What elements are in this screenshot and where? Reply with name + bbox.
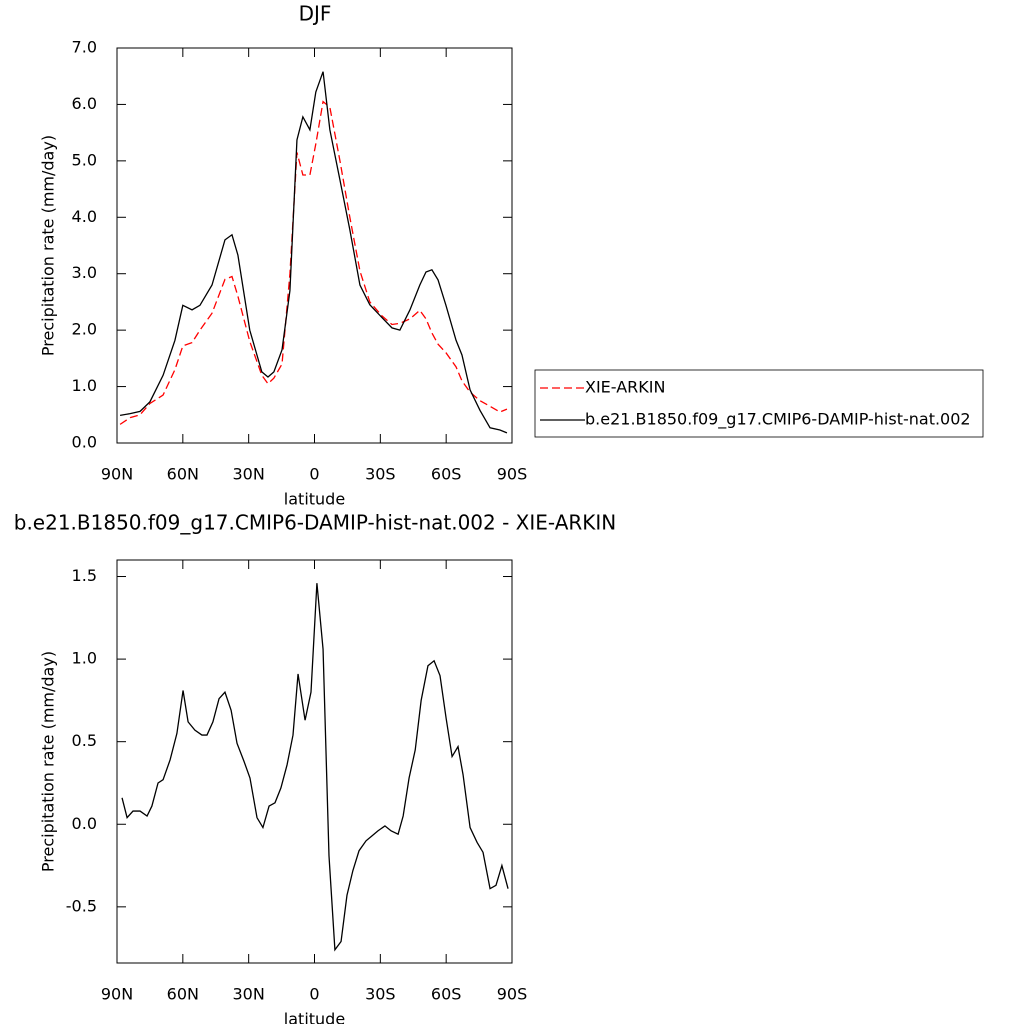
- x-tick-label: 60S: [431, 465, 462, 484]
- x-tick-label: 30N: [233, 985, 265, 1004]
- x-axis-label: latitude: [284, 1010, 345, 1024]
- x-tick-label: 30N: [233, 465, 265, 484]
- y-tick-label: 3.0: [72, 263, 97, 282]
- x-tick-label: 60N: [167, 985, 199, 1004]
- y-tick-label: 1.0: [72, 376, 97, 395]
- y-tick-label: 0.0: [72, 433, 97, 452]
- chart-title: DJF: [299, 2, 332, 26]
- x-tick-label: 0: [309, 985, 319, 1004]
- x-tick-label: 90N: [101, 465, 133, 484]
- x-tick-label: 90N: [101, 985, 133, 1004]
- legend-box: [534, 369, 984, 438]
- data-line: [121, 583, 509, 952]
- x-tick-label: 30S: [365, 465, 396, 484]
- legend-label: b.e21.B1850.f09_g17.CMIP6-DAMIP-hist-nat…: [585, 410, 971, 430]
- x-tick-label: 60N: [167, 465, 199, 484]
- plot-frame: [116, 47, 513, 444]
- y-tick-label: 6.0: [72, 94, 97, 113]
- y-tick-label: 0.5: [72, 731, 97, 750]
- y-axis-label: Precipitation rate (mm/day): [39, 135, 58, 356]
- x-tick-label: 90S: [497, 465, 528, 484]
- y-tick-label: -0.5: [66, 896, 97, 915]
- chart-title: b.e21.B1850.f09_g17.CMIP6-DAMIP-hist-nat…: [14, 511, 617, 535]
- y-tick-label: 4.0: [72, 207, 97, 226]
- y-axis-label: Precipitation rate (mm/day): [39, 651, 58, 872]
- y-tick-label: 0.0: [72, 814, 97, 833]
- data-line: [119, 71, 508, 434]
- data-line: [119, 100, 508, 425]
- y-tick-label: 2.0: [72, 320, 97, 339]
- x-tick-label: 90S: [497, 985, 528, 1004]
- x-tick-label: 60S: [431, 985, 462, 1004]
- x-tick-label: 0: [309, 465, 319, 484]
- y-tick-label: 5.0: [72, 150, 97, 169]
- x-axis-label: latitude: [284, 490, 345, 509]
- legend-label: XIE-ARKIN: [585, 378, 665, 397]
- x-tick-label: 30S: [365, 985, 396, 1004]
- y-tick-label: 7.0: [72, 38, 97, 57]
- y-tick-label: 1.0: [72, 649, 97, 668]
- y-tick-label: 1.5: [72, 566, 97, 585]
